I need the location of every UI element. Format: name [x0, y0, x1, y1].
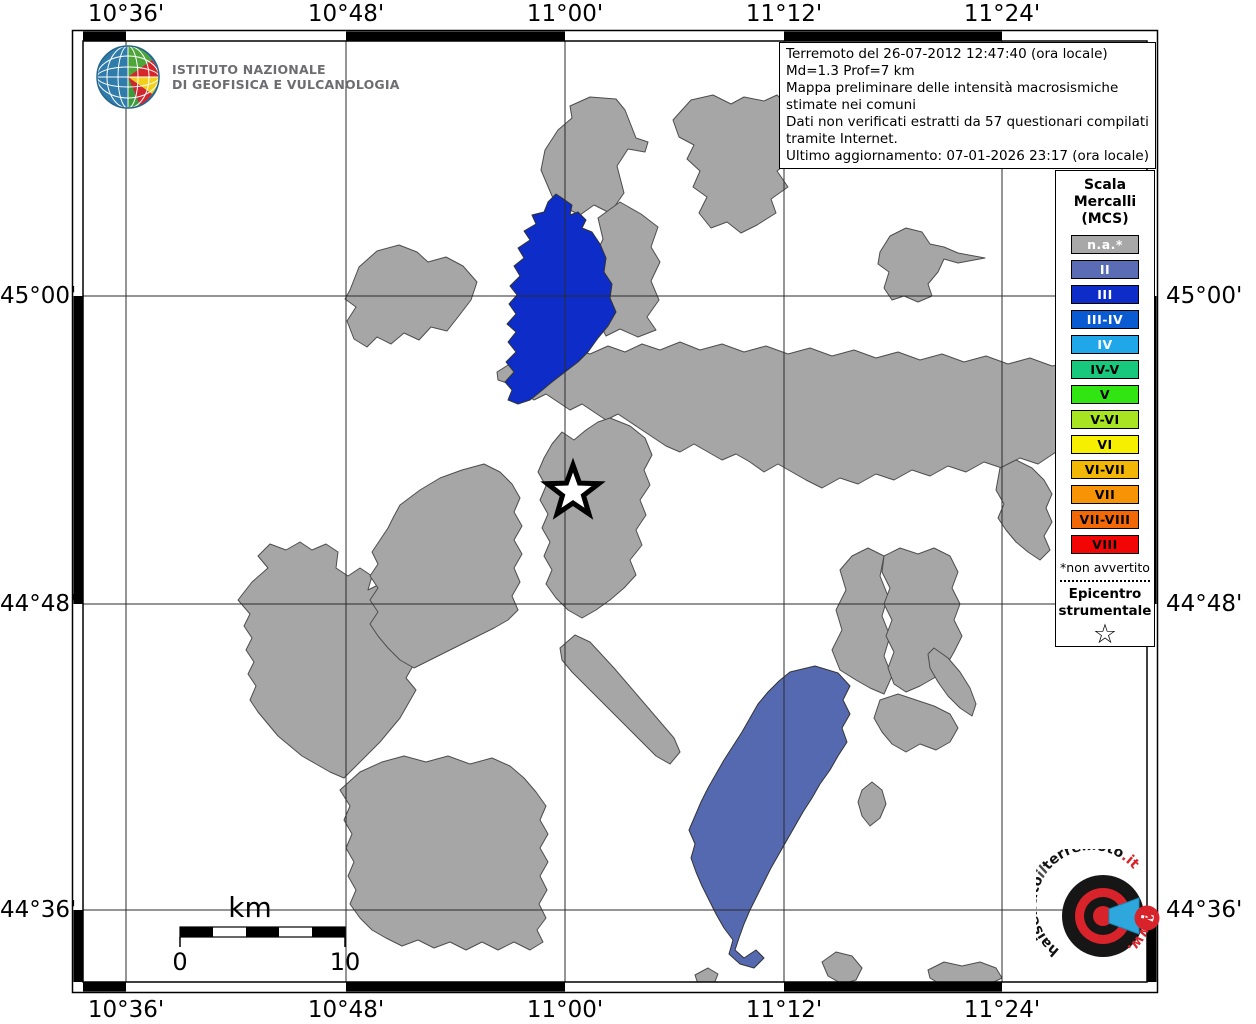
- municipality-shape: [369, 463, 523, 669]
- legend-swatch-iv: IV: [1071, 335, 1139, 354]
- legend-epicenter-line1: Epicentro: [1068, 586, 1142, 602]
- ingv-globe-logo: [96, 45, 160, 109]
- municipality-layer: [237, 94, 1147, 982]
- legend-title-line3: (MCS): [1081, 211, 1129, 227]
- municipality-shape: [821, 951, 863, 982]
- axis-label-top: 10°48': [307, 1, 385, 27]
- event-info-line3: Dati non verificati estratti da 57 quest…: [786, 114, 1149, 147]
- municipality-shape: [831, 547, 893, 695]
- municipality-shape: [927, 647, 977, 717]
- legend-footnote: *non avvertito: [1060, 560, 1150, 575]
- axis-label-top: 11°12': [745, 1, 823, 27]
- axis-label-left: 44°48': [0, 591, 77, 617]
- axis-label-bottom: 11°24': [963, 997, 1041, 1023]
- haisentitoilterremoto-logo: ? haisentitoilterremoto.it www.: [1036, 849, 1160, 959]
- municipality-shape: [672, 94, 792, 234]
- axis-label-bottom: 11°00': [526, 997, 604, 1023]
- axis-label-bottom: 10°36': [87, 997, 165, 1023]
- legend-title-line1: Scala: [1083, 177, 1127, 193]
- legend-swatch-iv-v: IV-V: [1071, 360, 1139, 379]
- epicenter-star-icon: ☆: [1092, 619, 1118, 650]
- intensity-legend: Scala Mercalli (MCS) n.a.* II III III-IV…: [1055, 170, 1155, 650]
- axis-label-top: 11°24': [963, 1, 1041, 27]
- legend-swatch-na: n.a.*: [1071, 235, 1139, 254]
- legend-divider: [1060, 580, 1150, 582]
- scale-bar: km 0 10: [172, 891, 360, 976]
- legend-swatch-v-vi: V-VI: [1071, 410, 1139, 429]
- axis-label-left: 44°36': [0, 897, 77, 923]
- question-mark-icon: ?: [1135, 911, 1156, 924]
- graticule: [83, 41, 1147, 982]
- municipality-shape: [339, 755, 549, 951]
- legend-title-line2: Mercalli: [1073, 194, 1137, 210]
- legend-swatch-vii: VII: [1071, 485, 1139, 504]
- event-info-line1: Terremoto del 26-07-2012 12:47:40 (ora l…: [786, 46, 1108, 79]
- event-info-line4: Ultimo aggiornamento: 07-01-2026 23:17 (…: [786, 148, 1149, 164]
- event-info-line2: Mappa preliminare delle intensità macros…: [786, 80, 1119, 113]
- logo-megaphone-icon: [1108, 897, 1140, 935]
- legend-swatch-ii: II: [1071, 260, 1139, 279]
- legend-items: n.a.* II III III-IV IV IV-V V V-VI VI VI…: [1056, 235, 1154, 554]
- municipality-south-intensity-ii: [688, 665, 851, 969]
- legend-swatch-vi-vii: VI-VII: [1071, 460, 1139, 479]
- epicenter-star: [540, 457, 606, 520]
- legend-swatch-vii-viii: VII-VIII: [1071, 510, 1139, 529]
- axis-label-top: 10°36': [87, 1, 165, 27]
- logo-question-badge: [1134, 905, 1160, 931]
- axis-label-right: 44°36': [1166, 897, 1243, 923]
- municipality-shape: [857, 781, 887, 827]
- municipality-north-intensity-iii: [504, 193, 617, 405]
- municipality-shape: [694, 967, 719, 982]
- municipality-shape: [927, 961, 1003, 982]
- municipality-shape: [559, 634, 681, 765]
- axis-label-left: 45°00': [0, 283, 77, 309]
- axis-label-bottom: 11°12': [745, 997, 823, 1023]
- legend-swatch-viii: VIII: [1071, 535, 1139, 554]
- municipality-shape: [995, 459, 1053, 561]
- legend-swatch-iii: III: [1071, 285, 1139, 304]
- logo-center-dot: [1093, 906, 1113, 926]
- axis-label-right: 44°48': [1166, 591, 1243, 617]
- municipality-shape: [877, 227, 986, 303]
- scale-bar-unit: km: [228, 891, 272, 924]
- scale-bar-end: 10: [330, 948, 361, 976]
- ingv-name-line2: DI GEOFISICA E VULCANOLOGIA: [172, 77, 400, 92]
- municipality-shape: [496, 341, 1147, 489]
- legend-swatch-iii-iv: III-IV: [1071, 310, 1139, 329]
- axis-label-bottom: 10°48': [307, 997, 385, 1023]
- ingv-wordmark: ISTITUTO NAZIONALE DI GEOFISICA E VULCAN…: [172, 62, 400, 92]
- ingv-name-line1: ISTITUTO NAZIONALE: [172, 62, 326, 77]
- municipality-shape: [873, 693, 959, 753]
- legend-swatch-v: V: [1071, 385, 1139, 404]
- legend-swatch-vi: VI: [1071, 435, 1139, 454]
- event-info-box: Terremoto del 26-07-2012 12:47:40 (ora l…: [779, 42, 1156, 169]
- scale-bar-start: 0: [172, 948, 187, 976]
- axis-label-top: 11°00': [526, 1, 604, 27]
- legend-epicenter-line2: strumentale: [1058, 603, 1152, 619]
- axis-label-right: 45°00': [1166, 283, 1243, 309]
